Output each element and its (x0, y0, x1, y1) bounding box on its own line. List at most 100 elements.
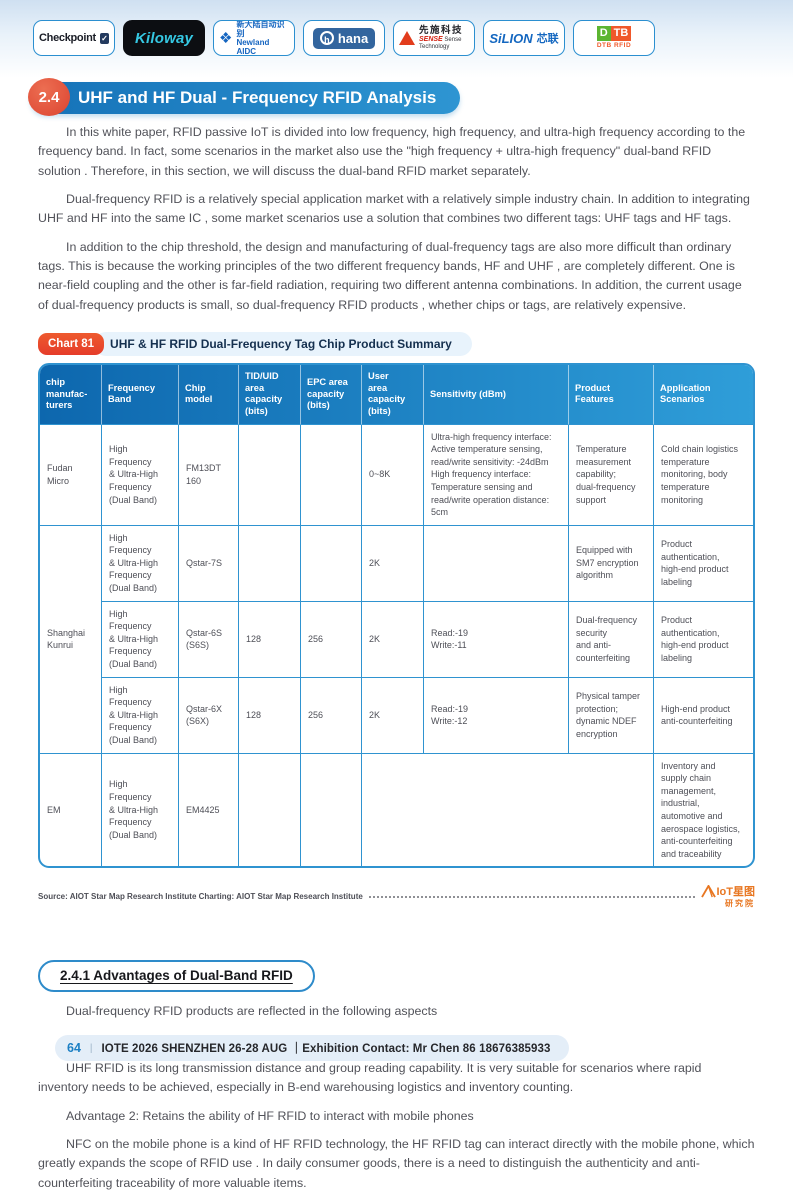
cell-scenarios: Product authentication, high-end product… (654, 526, 753, 602)
silion-logo: SiLION 芯联 (483, 20, 565, 56)
table-header-row: chip manufac- turers Frequency Band Chip… (40, 365, 753, 425)
cell-sensitivity: Read:-19 Write:-11 (424, 601, 569, 678)
cell-scenarios: Product authentication, high-end product… (654, 602, 753, 678)
sub-paragraph-4: Advantage 2: Retains the ability of HF R… (66, 1108, 474, 1123)
cell-band: High Frequency & Ultra-High Frequency (D… (102, 424, 179, 526)
cell-tid (239, 424, 301, 526)
footer-separator: | (89, 1042, 93, 1054)
subsection-title: 2.4.1 Advantages of Dual-Band RFID (60, 968, 293, 984)
aiot-logo-text: IoT星图 (716, 886, 756, 899)
sense-technology-logo: 先施科技 SENSE Sense Technology (393, 20, 475, 56)
section-title: UHF and HF Dual - Frequency RFID Analysi… (30, 82, 461, 114)
page-footer: 64 | IOTE 2026 SHENZHEN 26-28 AUG ｜Exhib… (55, 1035, 569, 1061)
dtb-rfid-logo: D TB DTB RFID (573, 20, 655, 56)
hana-circle-icon: h (319, 31, 334, 45)
cell-scenarios: High-end product anti-counterfeiting (654, 678, 753, 754)
cell-model: FM13DT 160 (179, 424, 239, 526)
chart-title-row: Chart 81 UHF & HF RFID Dual-Frequency Ta… (38, 332, 793, 357)
cell-band: High Frequency & Ultra-High Frequency (D… (102, 525, 179, 602)
cell-model: Qstar-6S (S6S) (179, 601, 239, 678)
cell-model: Qstar-7S (179, 525, 239, 602)
newland-logo-en: Newland AIDC (236, 38, 270, 56)
cell-merged-empty (362, 753, 654, 867)
cell-user: 2K (362, 601, 424, 678)
table-row: Fudan Micro High Frequency & Ultra-High … (40, 424, 753, 526)
checkpoint-logo-text: Checkpoint (39, 32, 96, 44)
cell-user: 2K (362, 677, 424, 754)
sense-logo-cn: 先施科技 (419, 24, 464, 36)
subsection-heading: 2.4.1 Advantages of Dual-Band RFID (38, 960, 315, 993)
silion-logo-cn: 芯联 (536, 33, 559, 45)
paragraph-2: Dual-frequency RFID is a relatively spec… (38, 192, 750, 226)
cell-manufacturer: EM (40, 753, 102, 867)
silion-logo-en: SiLION (489, 30, 533, 46)
cell-sensitivity: Ultra-high frequency interface: Active t… (424, 424, 569, 526)
hana-logo-text: hana (337, 30, 369, 46)
dtb-tb-block: TB (610, 26, 632, 42)
cell-user: 2K (362, 525, 424, 602)
cell-sensitivity (424, 525, 569, 602)
chip-summary-table: chip manufac- turers Frequency Band Chip… (38, 363, 755, 869)
cell-features: Equipped with SM7 encryption algorithm (569, 525, 654, 602)
sub-paragraph-5: NFC on the mobile phone is a kind of HF … (38, 1137, 755, 1190)
paragraph-1: In this white paper, RFID passive IoT is… (38, 125, 746, 178)
newland-diamond-icon: ❖ (219, 29, 233, 47)
page-number: 64 (67, 1041, 81, 1055)
col-header-user-area: User area capacity (bits) (362, 365, 424, 425)
cell-epc: 256 (301, 601, 362, 678)
hana-logo: h hana (303, 20, 385, 56)
col-header-product-features: Product Features (569, 365, 654, 425)
cell-model: Qstar-6X (S6X) (179, 677, 239, 754)
cell-scenarios: Cold chain logistics temperature monitor… (654, 425, 753, 526)
sense-logo-en: Sense Technology (419, 36, 462, 51)
section-heading: UHF and HF Dual - Frequency RFID Analysi… (28, 78, 461, 116)
aiot-logo-subtext: 研究院 (725, 899, 755, 909)
col-header-tid-uid: TID/UID area capacity (bits) (239, 365, 301, 425)
table-row: EM High Frequency & Ultra-High Frequency… (40, 753, 753, 867)
cell-scenarios: Inventory and supply chain management, i… (661, 760, 741, 859)
cell-tid: 128 (239, 601, 301, 678)
checkpoint-logo: Checkpoint ✓ (33, 20, 115, 56)
col-header-chip-model: Chip model (179, 365, 239, 425)
source-text: Source: AIOT Star Map Research Institute… (38, 892, 363, 902)
chart-title: UHF & HF RFID Dual-Frequency Tag Chip Pr… (94, 332, 472, 357)
section-number-badge: 2.4 (28, 78, 70, 116)
newland-logo-cn: 新大陆自动识别 (236, 20, 285, 38)
cell-features: Dual-frequency security and anti- counte… (569, 601, 654, 678)
table-row: Shanghai Kunrui High Frequency & Ultra-H… (40, 525, 753, 754)
cell-tid: 128 (239, 677, 301, 754)
footer-text: IOTE 2026 SHENZHEN 26-28 AUG ｜Exhibition… (101, 1043, 551, 1055)
cell-epc (301, 525, 362, 602)
col-header-application-scenarios: Application Scenarios (654, 365, 753, 425)
cell-tid (239, 753, 301, 867)
cell-features: Physical tamper protection; dynamic NDEF… (569, 677, 654, 754)
cell-model: EM4425 (179, 753, 239, 867)
sense-logo-brand: SENSE (419, 35, 443, 43)
cell-epc: 256 (301, 677, 362, 754)
cell-user: 0~8K (362, 424, 424, 526)
table-row: High Frequency & Ultra-High Frequency (D… (40, 677, 753, 754)
newland-aidc-logo: ❖ 新大陆自动识别 Newland AIDC (213, 20, 295, 56)
checkpoint-logo-mark-icon: ✓ (99, 32, 109, 44)
col-header-manufacturer: chip manufac- turers (40, 365, 102, 425)
paragraph-3: In addition to the chip threshold, the d… (38, 239, 742, 312)
dotted-leader (368, 895, 695, 899)
col-header-epc: EPC area capacity (bits) (301, 365, 362, 425)
table-row: High Frequency & Ultra-High Frequency (D… (40, 601, 753, 678)
dtb-d-block: D (596, 26, 611, 42)
cell-tid (239, 525, 301, 602)
cell-band: High Frequency & Ultra-High Frequency (D… (102, 601, 179, 678)
aiot-star-map-logo: IoT星图 研究院 (700, 885, 756, 909)
dtb-logo-sub: DTB RFID (596, 42, 632, 50)
cell-sensitivity: Read:-19 Write:-12 (424, 677, 569, 754)
col-header-frequency-band: Frequency Band (102, 365, 179, 425)
cell-manufacturer: Fudan Micro (40, 424, 102, 526)
aiot-a-icon (700, 885, 716, 898)
cell-epc (301, 753, 362, 867)
source-row: Source: AIOT Star Map Research Institute… (38, 885, 755, 908)
col-header-sensitivity: Sensitivity (dBm) (424, 365, 569, 425)
cell-manufacturer: Shanghai Kunrui (40, 525, 102, 754)
kiloway-logo: Kiloway (123, 20, 205, 56)
cell-features: Temperature measurement capability; dual… (569, 424, 654, 526)
partner-logo-bar: Checkpoint ✓ Kiloway ❖ 新大陆自动识别 Newland A… (0, 0, 793, 56)
